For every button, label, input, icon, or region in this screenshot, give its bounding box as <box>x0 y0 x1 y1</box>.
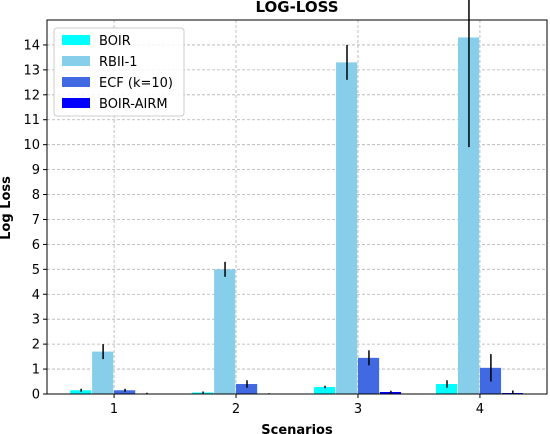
legend-swatch <box>62 77 90 87</box>
y-tick-label: 14 <box>23 38 40 53</box>
y-tick-label: 4 <box>32 288 40 303</box>
legend-swatch <box>62 35 90 45</box>
legend-label: BOIR <box>99 34 131 49</box>
x-tick-label: 1 <box>110 402 118 417</box>
y-tick-label: 1 <box>32 363 40 378</box>
y-tick-label: 6 <box>32 238 40 253</box>
chart-title: LOG-LOSS <box>255 0 338 16</box>
bar-ecf-k-10--3 <box>357 357 380 394</box>
bar-rbii-1-1 <box>92 351 114 394</box>
legend: BOIR RBII-1 ECF (k=10) BOIR-AIRM <box>53 27 185 117</box>
y-tick-label: 5 <box>32 263 40 278</box>
y-tick-label: 8 <box>32 188 40 203</box>
legend-swatch <box>62 56 90 66</box>
y-tick-label: 9 <box>32 163 40 178</box>
bar-boir-4 <box>436 384 458 394</box>
legend-swatch <box>62 98 90 108</box>
y-tick-label: 7 <box>32 213 40 228</box>
bar-ecf-k-10--1 <box>114 390 136 394</box>
y-tick-label: 0 <box>32 388 40 403</box>
bar-boir-1 <box>70 390 92 394</box>
legend-label: ECF (k=10) <box>99 76 173 91</box>
x-axis-title: Scenarios <box>261 423 333 434</box>
bar-rbii-1-4 <box>457 37 480 394</box>
x-tick-label: 3 <box>354 402 362 417</box>
legend-label: BOIR-AIRM <box>99 97 168 112</box>
legend-box <box>53 27 185 117</box>
x-tick-label: 4 <box>476 402 484 417</box>
y-tick-label: 11 <box>23 113 40 128</box>
y-tick-label: 2 <box>32 338 40 353</box>
x-tick-label: 2 <box>232 402 240 417</box>
y-tick-label: 10 <box>23 138 40 153</box>
bar-boir-3 <box>314 387 336 394</box>
bar-rbii-1-3 <box>336 62 358 395</box>
y-tick-label: 13 <box>23 63 40 78</box>
bar-ecf-k-10--2 <box>236 384 258 394</box>
plot-frame <box>46 19 548 395</box>
y-axis-title: Log Loss <box>0 176 14 240</box>
bar-rbii-1-2 <box>214 269 236 394</box>
y-tick-label: 12 <box>23 88 40 103</box>
legend-label: RBII-1 <box>99 55 138 70</box>
y-tick-label: 3 <box>32 313 40 328</box>
